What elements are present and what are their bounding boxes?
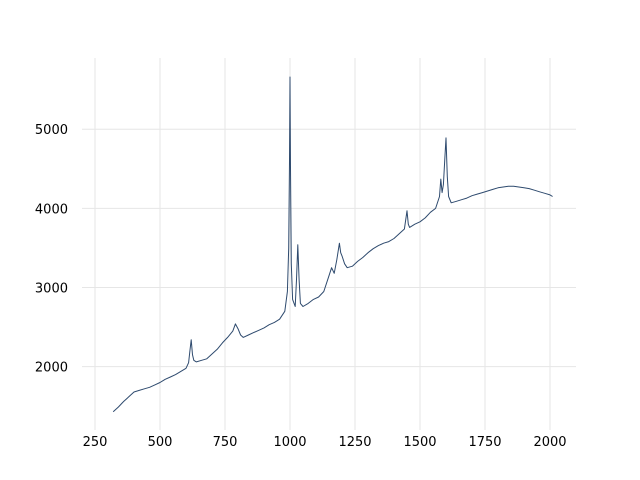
y-grid — [82, 128, 576, 368]
y-tick-label: 4000 — [35, 202, 68, 217]
x-axis-tick-labels: 250 500 750 1000 1250 1500 1750 2000 — [83, 435, 567, 450]
x-grid — [94, 58, 551, 430]
y-tick-label: 2000 — [35, 361, 68, 376]
y-tick-label: 3000 — [35, 282, 68, 297]
x-tick-label: 1000 — [273, 435, 306, 450]
x-tick-label: 2000 — [533, 435, 566, 450]
y-tick-label: 5000 — [35, 123, 68, 138]
spectrum-series-line — [112, 76, 553, 413]
x-tick-label: 250 — [83, 435, 108, 450]
y-axis-tick-labels: 2000 3000 4000 5000 — [35, 123, 68, 375]
x-tick-label: 1250 — [338, 435, 371, 450]
x-tick-label: 1750 — [468, 435, 501, 450]
x-tick-label: 750 — [213, 435, 238, 450]
x-tick-label: 500 — [148, 435, 173, 450]
x-tick-label: 1500 — [403, 435, 436, 450]
